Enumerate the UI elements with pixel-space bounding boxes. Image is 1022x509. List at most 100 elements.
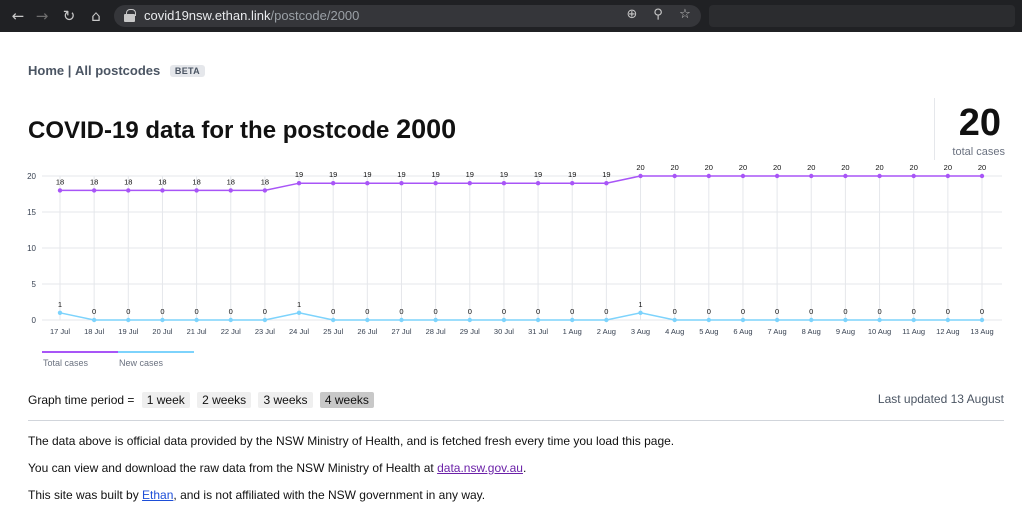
- browser-toolbar: ← → ↻ ⌂ covid19nsw.ethan.link/postcode/2…: [0, 0, 1022, 32]
- total-cases-data-label: 20: [739, 163, 747, 172]
- new-cases-data-label: 0: [331, 307, 335, 316]
- built-by-suffix: , and is not affiliated with the NSW gov…: [173, 488, 486, 502]
- data-nsw-link[interactable]: data.nsw.gov.au: [437, 461, 523, 475]
- x-tick-label: 4 Aug: [665, 327, 684, 336]
- total-cases-point: [911, 173, 916, 179]
- total-cases-point: [330, 181, 336, 186]
- new-cases-data-label: 1: [638, 300, 642, 309]
- new-cases-data-label: 0: [468, 307, 472, 316]
- total-cases-point: [535, 181, 541, 186]
- total-cases-point: [91, 188, 97, 193]
- new-cases-data-label: 0: [741, 307, 745, 316]
- legend-new-swatch: [118, 351, 194, 353]
- total-cases-data-label: 18: [90, 177, 98, 186]
- address-bar[interactable]: covid19nsw.ethan.link/postcode/2000 ⊕ ⚲ …: [114, 5, 701, 27]
- total-cases-point: [365, 181, 370, 186]
- new-cases-point: [91, 317, 97, 323]
- home-link[interactable]: Home: [28, 63, 65, 79]
- total-cases-data-label: 20: [807, 163, 815, 172]
- total-cases-label: total cases: [952, 146, 1005, 158]
- new-cases-point: [877, 317, 882, 323]
- raw-data-text: You can view and download the raw data f…: [28, 461, 438, 475]
- x-tick-label: 1 Aug: [563, 327, 582, 336]
- x-tick-label: 30 Jul: [494, 327, 514, 336]
- total-cases-point: [672, 173, 677, 179]
- x-tick-label: 10 Aug: [868, 327, 891, 336]
- total-cases-data-label: 19: [568, 170, 576, 179]
- new-cases-data-label: 0: [775, 307, 779, 316]
- total-cases-data-label: 20: [910, 163, 918, 172]
- new-cases-data-label: 0: [570, 307, 574, 316]
- y-tick-label: 5: [32, 280, 37, 289]
- x-tick-label: 25 Jul: [323, 327, 343, 336]
- new-cases-data-label: 0: [536, 307, 540, 316]
- total-cases-point: [194, 188, 199, 193]
- total-cases-data-label: 19: [363, 170, 371, 179]
- total-cases-data-label: 20: [636, 163, 644, 172]
- period-2-weeks-button[interactable]: 2 weeks: [197, 392, 252, 408]
- y-tick-label: 20: [27, 172, 36, 181]
- new-cases-point: [638, 310, 643, 315]
- new-cases-data-label: 0: [263, 307, 267, 316]
- forward-arrow-icon[interactable]: →: [35, 7, 49, 25]
- total-cases-line: [60, 175, 982, 192]
- new-cases-point: [774, 317, 780, 323]
- new-cases-data-label: 0: [126, 307, 130, 316]
- x-tick-label: 3 Aug: [631, 327, 650, 336]
- beta-badge: BETA: [169, 64, 205, 77]
- total-cases-point: [228, 188, 233, 193]
- x-tick-label: 5 Aug: [699, 327, 718, 336]
- new-cases-point: [433, 317, 438, 323]
- x-tick-label: 2 Aug: [597, 327, 616, 336]
- total-cases-data-label: 20: [773, 163, 781, 172]
- total-cases-point: [160, 188, 165, 193]
- total-cases-point: [399, 181, 404, 186]
- total-cases-point: [979, 173, 985, 179]
- reload-icon[interactable]: ↻: [62, 7, 76, 25]
- total-cases-data-label: 19: [602, 170, 610, 179]
- all-postcodes-link[interactable]: All postcodes: [75, 63, 161, 79]
- new-cases-data-label: 0: [502, 307, 506, 316]
- x-tick-label: 29 Jul: [460, 327, 480, 336]
- new-cases-point: [740, 317, 746, 323]
- raw-data-period: .: [522, 461, 527, 475]
- new-cases-point: [911, 317, 916, 323]
- new-cases-data-label: 0: [399, 307, 403, 316]
- total-cases-data-label: 19: [500, 170, 508, 179]
- period-4-weeks-button[interactable]: 4 weeks: [319, 392, 374, 408]
- new-cases-point: [399, 317, 404, 323]
- new-cases-point: [672, 317, 677, 323]
- period-3-weeks-button[interactable]: 3 weeks: [258, 392, 313, 408]
- new-cases-point: [535, 317, 541, 323]
- url-path: /postcode/2000: [270, 8, 360, 23]
- zoom-icon[interactable]: ⚲: [653, 7, 663, 22]
- total-cases-point: [604, 181, 609, 186]
- legend-total-cases[interactable]: Total cases: [43, 358, 89, 368]
- new-cases-data-label: 0: [195, 307, 199, 316]
- new-cases-data-label: 0: [673, 307, 677, 316]
- total-cases-data-label: 19: [295, 170, 303, 179]
- new-cases-point: [945, 317, 951, 323]
- time-period-label: Graph time period =: [28, 393, 135, 407]
- home-icon[interactable]: ⌂: [91, 7, 101, 25]
- total-cases-point: [843, 173, 848, 179]
- new-cases-point: [365, 317, 370, 323]
- legend-new-cases[interactable]: New cases: [119, 358, 164, 368]
- total-cases-data-label: 20: [841, 163, 849, 172]
- ethan-link[interactable]: Ethan: [142, 488, 174, 502]
- new-cases-data-label: 0: [365, 307, 369, 316]
- x-tick-label: 13 Aug: [970, 327, 993, 336]
- new-cases-data-label: 0: [92, 307, 96, 316]
- star-bookmark-icon[interactable]: ☆: [679, 7, 691, 22]
- new-cases-data-label: 0: [160, 307, 164, 316]
- built-by-text: This site was built by: [28, 488, 143, 502]
- add-circle-icon[interactable]: ⊕: [626, 7, 638, 22]
- total-cases-point: [296, 181, 302, 186]
- new-cases-point: [501, 317, 507, 323]
- total-cases-data-label: 19: [329, 170, 337, 179]
- period-1-week-button[interactable]: 1 week: [141, 392, 190, 408]
- total-cases-data-label: 18: [227, 177, 235, 186]
- total-cases-point: [570, 181, 575, 186]
- back-arrow-icon[interactable]: ←: [11, 7, 25, 25]
